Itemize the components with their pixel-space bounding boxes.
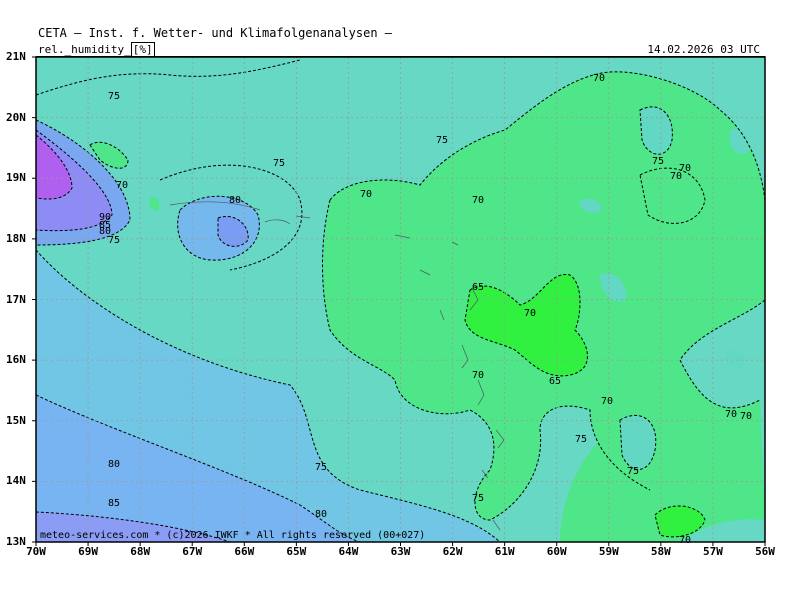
lat-lon-grid (36, 57, 765, 542)
field-label: rel._humidity_ (38, 43, 131, 56)
contour-value-label: 80 (229, 195, 241, 206)
contour-value-label: 75 (108, 91, 120, 102)
contour-value-label: 70 (472, 195, 484, 206)
lon-label: 62W (442, 545, 463, 558)
contour-value-label: 70 (725, 409, 737, 420)
lat-label: 17N (6, 292, 26, 306)
contour-value-label: 90 (99, 212, 111, 223)
lat-label: 16N (6, 353, 26, 367)
lon-label: 58W (650, 545, 671, 558)
lat-label: 13N (6, 535, 26, 548)
contour-value-label: 70 (679, 163, 691, 174)
contour-value-label: 65 (549, 376, 561, 387)
lon-label: 61W (494, 545, 515, 558)
lon-label: 70W (26, 545, 46, 558)
coastlines (169, 201, 505, 531)
contour-labels: 7570757570807070707570709085807565707065… (99, 73, 752, 546)
dry-70-ne (640, 168, 705, 224)
contour-value-label: 75 (436, 135, 448, 146)
hole-75-b (730, 129, 750, 155)
lon-label: 56W (755, 545, 775, 558)
contour-value-label: 70 (679, 535, 691, 546)
contour-value-label: 75 (108, 235, 120, 246)
contour-value-label: 70 (670, 171, 682, 182)
lon-label: 65W (286, 545, 307, 558)
lat-label: 15N (6, 413, 26, 427)
lat-label: 20N (6, 110, 26, 124)
axis-ticks (32, 56, 766, 546)
lon-label: 63W (390, 545, 411, 558)
lon-label: 67W (182, 545, 203, 558)
contour-value-label: 80 (99, 226, 111, 237)
contour-value-label: 85 (108, 498, 120, 509)
lon-label: 59W (598, 545, 619, 558)
contour-value-label: 70 (740, 411, 752, 422)
lat-label: 19N (6, 171, 26, 185)
sw-85-zone (36, 395, 360, 542)
contour-value-label: 75 (575, 434, 587, 445)
header-title: CETA — Inst. f. Wetter- und Klimafolgena… (38, 26, 393, 40)
field-unit: [%] (130, 42, 155, 57)
contour-value-label: 70 (524, 308, 536, 319)
lon-label: 68W (130, 545, 151, 558)
contour-value-label: 80 (108, 459, 120, 470)
hole-75-c (579, 198, 602, 213)
sw-90-zone (36, 512, 230, 542)
lon-label: 66W (234, 545, 255, 558)
contour-value-label: 70 (601, 396, 613, 407)
contour-value-label: 85 (99, 220, 111, 231)
contour-lines (36, 59, 765, 542)
small-70-nw2 (149, 197, 160, 211)
contour-value-label: 75 (472, 493, 484, 504)
lon-label: 64W (338, 545, 359, 558)
contour-value-label: 70 (360, 189, 372, 200)
contour-value-label: 75 (627, 466, 639, 477)
nw-95-zone (36, 135, 72, 199)
hole-75-f (620, 415, 656, 470)
hole-75-d (600, 273, 626, 302)
contour-value-label: 65 (472, 282, 484, 293)
contour-value-label: 75 (652, 156, 664, 167)
closed-85-zone (218, 216, 249, 247)
lat-label: 21N (6, 50, 26, 63)
lon-label: 69W (78, 545, 98, 558)
hole-75-a (640, 106, 673, 155)
contour-value-label: 75 (315, 462, 327, 473)
valid-datetime: 14.02.2026 03 UTC (647, 43, 760, 56)
lon-label: 57W (702, 545, 723, 558)
dry-65-e (655, 505, 705, 537)
contour-value-label: 80 (315, 509, 327, 520)
contour-value-label: 70 (472, 370, 484, 381)
lat-label: 18N (6, 231, 26, 245)
lon-label: 60W (546, 545, 567, 558)
contour-value-label: 75 (273, 158, 285, 169)
field-name: rel._humidity_ [%] (38, 42, 155, 57)
hole-75-e (724, 349, 745, 369)
header-divider (36, 56, 765, 57)
small-70-nw (90, 142, 128, 169)
contour-value-label: 70 (116, 180, 128, 191)
copyright-footer: meteo-services.com * (c)2026 IWKF * All … (40, 530, 426, 541)
lat-label: 14N (6, 474, 26, 488)
contour-value-label: 70 (593, 73, 605, 84)
